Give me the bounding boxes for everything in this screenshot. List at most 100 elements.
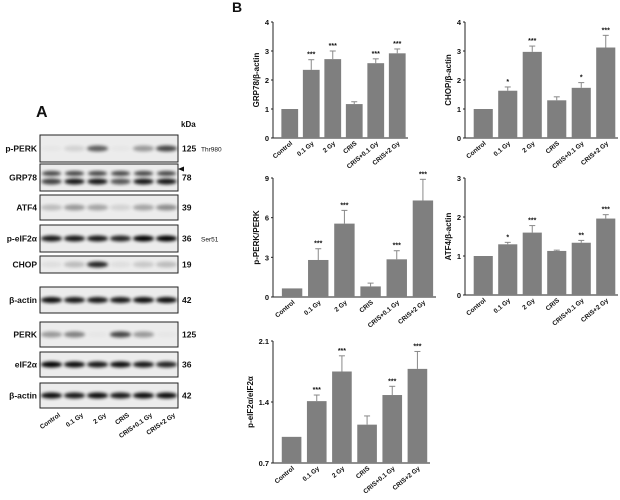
significance-label: *** [528,218,536,225]
blot-band [40,361,63,368]
blot-band [63,392,86,399]
x-tick-label: Control [274,465,296,485]
significance-label: *** [413,343,421,350]
lane-label: Control [39,412,62,431]
y-tick-label: 0 [457,134,461,143]
y-tick-label: 1.4 [259,398,270,407]
lane-label: CRIS [114,412,131,427]
y-tick-label: 0.7 [259,459,269,468]
blot-band [109,361,132,368]
bar-chart: 0 1 2 3 4 CHOP/β-actin Control * 0.1 Gy *** 2 Gy CR… [444,18,618,171]
significance-label: *** [313,387,321,394]
bar [522,51,542,139]
arrowhead-icon [178,166,184,172]
blot-band [155,392,178,399]
y-axis-label: p-eIF2α/eIF2α [246,376,255,428]
blot-row: PERK 125 [13,321,196,348]
blot-band [40,392,63,399]
x-tick-label: 2 Gy [521,297,537,312]
blot-band [132,361,155,368]
blot-protein-label: GRP78 [9,173,37,183]
panel-b-label: B [232,0,242,15]
x-tick-label: Control [465,297,487,317]
blot-band [63,235,86,242]
bar [571,242,591,295]
blot-band [109,297,132,303]
blot-band [109,392,132,399]
y-tick-label: 0 [457,291,461,300]
blot-band [86,297,109,303]
blot-band [86,145,109,152]
bar [357,424,377,463]
x-tick-label: Control [272,140,294,160]
blot-membrane [39,224,179,253]
x-tick-label: 0.1 Gy [302,465,322,483]
x-tick-label: CRIS [358,299,375,315]
blot-membrane [39,286,179,314]
bar [498,90,518,138]
bar [547,100,567,138]
y-tick-label: 2.1 [259,337,269,346]
bar [332,371,352,463]
significance-label: *** [419,171,427,178]
bar [324,59,342,139]
blot-band [155,145,178,152]
blot-band [155,204,178,211]
x-tick-label: 0.1 Gy [493,297,513,315]
blot-band [41,178,62,185]
significance-label: *** [329,43,337,50]
x-tick-label: CRIS+2 Gy [392,465,422,492]
blot-band [155,235,178,242]
blot-band [109,331,132,338]
y-tick-label: 1 [457,252,461,261]
blot-band [64,178,85,185]
significance-label: *** [393,41,401,48]
blot-protein-label: ATF4 [16,203,37,213]
y-tick-label: 4 [457,18,462,27]
blot-membrane [39,382,179,409]
blot-row: CHOP 19 [12,255,192,274]
blot-band [132,297,155,303]
bar [596,218,616,295]
blot-band [63,145,86,152]
bar [382,395,403,463]
blot-kda-label: 78 [182,173,192,183]
blot-band [63,204,86,211]
blot-band [87,171,108,176]
lane-label: 2 Gy [92,412,108,426]
blot-band [40,297,63,303]
significance-label: *** [314,241,322,248]
blot-kda-label: 19 [182,260,192,270]
blot-kda-label: 125 [182,330,196,340]
bar [308,259,329,297]
blot-kda-label: 42 [182,391,192,401]
blot-band [40,261,63,268]
blot-protein-label: PERK [13,330,37,340]
blot-band [133,171,154,176]
bar [281,109,299,138]
bar [571,87,591,138]
blot-band [132,235,155,242]
x-tick-label: CRIS+2 Gy [580,297,610,324]
y-tick-label: 2 [265,76,269,85]
blot-band [132,261,155,268]
blot-band [86,204,109,211]
blot-band [156,332,177,338]
x-tick-label: 0.1 Gy [303,299,323,317]
blot-membrane [39,321,179,348]
blot-protein-label: β-actin [9,295,37,305]
lane-label: 0.1 Gy [65,412,85,429]
blot-row: p-eIF2α 36 Ser51 [7,224,219,253]
x-tick-label: 0.1 Gy [296,140,316,158]
blot-band [63,297,86,303]
blot-band [133,178,154,185]
bar [386,259,407,297]
kda-label: kDa [181,120,196,129]
significance-label: ** [579,232,585,239]
y-axis-label: ATF4/β-actin [444,212,453,260]
y-tick-label: 4 [265,18,270,27]
significance-label: *** [393,243,401,250]
blot-band [63,361,86,368]
y-axis-label: CHOP/β-actin [444,54,453,106]
significance-label: *** [340,202,348,209]
